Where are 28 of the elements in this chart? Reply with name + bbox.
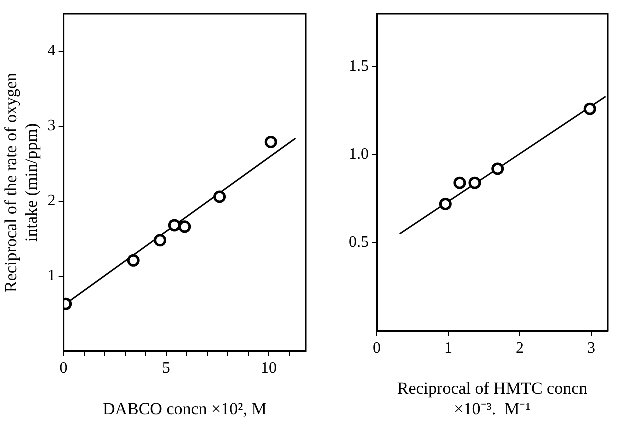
point — [178, 220, 192, 234]
point — [214, 190, 226, 204]
y-tick-label: 4 — [48, 42, 56, 60]
y-tick-label: 2 — [48, 192, 56, 210]
x-tick-label: 2 — [516, 340, 524, 357]
point — [127, 254, 140, 267]
point — [264, 136, 278, 148]
y-tick-label: 1 — [48, 268, 56, 285]
y-tick-label: 3 — [48, 118, 56, 135]
x-axis-title: Reciprocal of HMTC concn ×10⁻³. M⁻¹ — [397, 378, 588, 418]
x-tick-label: 1 — [444, 340, 453, 357]
y-tick-label: 1.0 — [349, 146, 369, 164]
point — [439, 198, 452, 210]
x-axis-title: DABCO concn ×10², M — [102, 399, 267, 418]
point — [168, 219, 181, 232]
point — [468, 176, 482, 190]
x-tick-label: 3 — [588, 340, 596, 357]
y-axis-title: Reciprocal of the rate of oxygen intake (min/ppm) — [2, 72, 42, 292]
x-tick-label: 5 — [162, 360, 170, 378]
point — [454, 176, 466, 190]
x-tick-label: 10 — [261, 360, 278, 378]
x-tick-label: 0 — [373, 340, 381, 357]
y-tick-label: 0.5 — [349, 234, 369, 252]
point — [584, 102, 596, 116]
point — [492, 162, 504, 176]
x-tick-label: 0 — [60, 360, 68, 378]
y-tick-label: 1.5 — [349, 58, 369, 76]
point — [154, 234, 167, 247]
